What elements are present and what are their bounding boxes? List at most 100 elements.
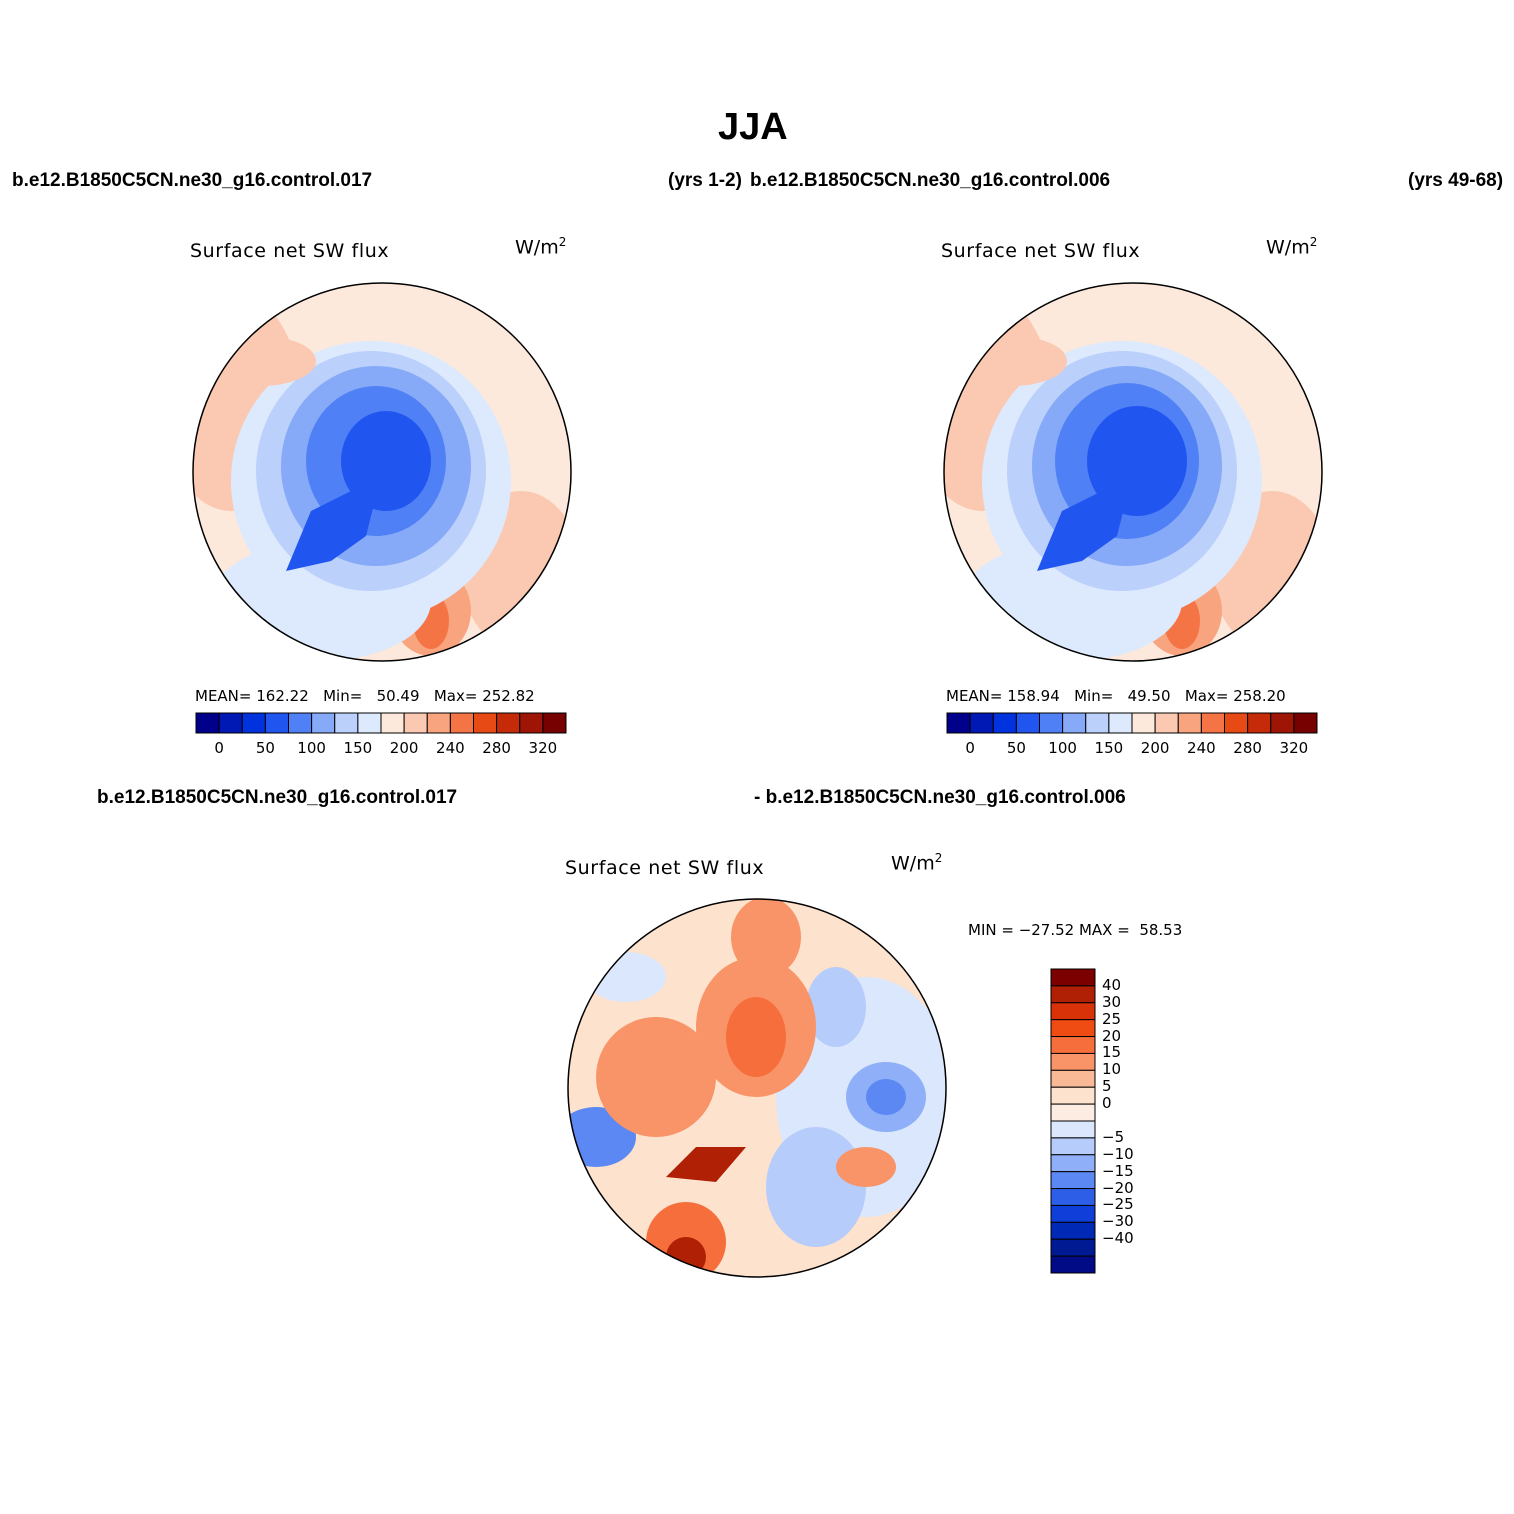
colorbar-box	[496, 712, 521, 734]
colorbar-box	[1293, 712, 1318, 734]
colorbar-tick-label: 150	[1094, 739, 1124, 757]
colorbar-box	[1224, 712, 1249, 734]
case-name-diff-left: b.e12.B1850C5CN.ne30_g16.control.017	[97, 787, 458, 808]
colorbar-box	[1108, 712, 1133, 734]
diff-panel-units: W/m2	[891, 851, 943, 875]
colorbar-box	[288, 712, 313, 734]
panel-2-min-value: 49.50	[1127, 687, 1171, 705]
colorbar-tick-label: 10	[1102, 1060, 1122, 1079]
colorbar-box	[1050, 1137, 1096, 1156]
polar-map-case-017	[192, 282, 572, 662]
colorbar-box	[1050, 968, 1096, 987]
panel-1-mean-value: 162.22	[256, 687, 309, 705]
colorbar-box	[311, 712, 336, 734]
colorbar-tick-label: 150	[343, 739, 373, 757]
colorbar-tick-label: −30	[1102, 1212, 1134, 1231]
colorbar-tick-label: 200	[389, 739, 419, 757]
panel-2-mean-value: 158.94	[1007, 687, 1060, 705]
colorbar-box	[1050, 1036, 1096, 1054]
colorbar-box	[1200, 712, 1225, 734]
colorbar-tick-label: 100	[297, 739, 326, 757]
colorbar-box	[1247, 712, 1272, 734]
colorbar-box	[1050, 1188, 1096, 1206]
colorbar-tick-label: −5	[1102, 1127, 1125, 1146]
colorbar-box	[519, 712, 544, 734]
case-name-diff-right: - b.e12.B1850C5CN.ne30_g16.control.006	[754, 787, 1126, 808]
colorbar-box	[1050, 1120, 1096, 1139]
colorbar-box	[357, 712, 382, 734]
colorbar-box	[449, 712, 474, 734]
colorbar-panel-2	[946, 712, 1318, 734]
colorbar-tick-label: 280	[482, 739, 511, 757]
colorbar-box	[195, 712, 220, 734]
colorbar-box	[1050, 1052, 1096, 1071]
colorbar-box	[1062, 712, 1087, 734]
colorbar-box	[1050, 1019, 1096, 1038]
colorbar-box	[1270, 712, 1295, 734]
colorbar-box	[334, 712, 359, 734]
years-label-top-right: (yrs 49-68)	[1408, 170, 1504, 191]
colorbar-tick-label: 200	[1140, 739, 1170, 757]
panel-2-max-value: 258.20	[1233, 687, 1286, 705]
panel-1-units: W/m2	[515, 235, 567, 259]
colorbar-box	[1131, 712, 1156, 734]
diff-panel-minmax: MIN = −27.52 MAX = 58.53	[968, 921, 1183, 939]
colorbar-tick-label: 50	[255, 739, 275, 757]
colorbar-tick-label: 280	[1233, 739, 1262, 757]
colorbar-tick-label: 25	[1102, 1009, 1122, 1028]
colorbar-box	[380, 712, 405, 734]
colorbar-box	[1050, 1204, 1096, 1223]
colorbar-box	[473, 712, 498, 734]
colorbar-tick-label: −15	[1102, 1161, 1134, 1180]
panel-2-units: W/m2	[1266, 235, 1318, 259]
colorbar-box	[1050, 1255, 1096, 1274]
colorbar-box	[992, 712, 1017, 734]
colorbar-box	[241, 712, 266, 734]
colorbar-box	[1015, 712, 1040, 734]
colorbar-box	[426, 712, 451, 734]
colorbar-box	[1050, 985, 1096, 1004]
colorbar-box	[218, 712, 243, 734]
case-name-top-left: b.e12.B1850C5CN.ne30_g16.control.017	[12, 170, 373, 191]
colorbar-box	[1050, 1002, 1096, 1021]
colorbar-box	[1050, 1171, 1096, 1190]
colorbar-box	[969, 712, 994, 734]
colorbar-tick-label: 100	[1048, 739, 1077, 757]
polar-map-difference	[567, 898, 947, 1278]
panel-1-min-value: 50.49	[376, 687, 420, 705]
colorbar-tick-label: 30	[1102, 992, 1122, 1011]
colorbar-box	[403, 712, 428, 734]
panel-1-max-value: 252.82	[482, 687, 535, 705]
colorbar-tick-label: 240	[436, 739, 465, 757]
panel-2-variable-title: Surface net SW flux	[941, 240, 1141, 262]
map-1-boundary	[192, 282, 572, 662]
map-2-boundary	[943, 282, 1323, 662]
colorbar-box	[1085, 712, 1110, 734]
colorbar-tick-label: 240	[1187, 739, 1216, 757]
colorbar-tick-label: 20	[1102, 1026, 1122, 1045]
colorbar-box	[542, 712, 567, 734]
colorbar-tick-label: −20	[1102, 1178, 1134, 1197]
colorbar-box	[1050, 1238, 1096, 1257]
colorbar-box	[1154, 712, 1179, 734]
colorbar-tick-label: 15	[1102, 1043, 1122, 1062]
colorbar-box	[1050, 1069, 1096, 1088]
colorbar-tick-label: 0	[965, 739, 975, 757]
diff-panel-variable-title: Surface net SW flux	[565, 857, 765, 879]
colorbar-tick-label: 40	[1102, 975, 1122, 994]
plot-title: JJA	[718, 106, 788, 148]
colorbar-tick-label: −25	[1102, 1195, 1134, 1214]
panel-1-variable-title: Surface net SW flux	[190, 240, 390, 262]
colorbar-box	[946, 712, 971, 734]
colorbar-panel-1	[195, 712, 567, 734]
panel-1-stats: MEAN= 162.22 Min= 50.49 Max= 252.82	[195, 687, 535, 705]
colorbar-box	[1177, 712, 1202, 734]
colorbar-box	[1050, 1103, 1096, 1122]
colorbar-box	[1039, 712, 1064, 734]
polar-map-case-006	[943, 282, 1323, 662]
case-name-top-right: b.e12.B1850C5CN.ne30_g16.control.006	[750, 170, 1111, 191]
colorbar-box	[1050, 1154, 1096, 1173]
colorbar-tick-label: −10	[1102, 1144, 1134, 1163]
colorbar-tick-label: 320	[528, 739, 558, 757]
colorbar-box	[1050, 1086, 1096, 1105]
